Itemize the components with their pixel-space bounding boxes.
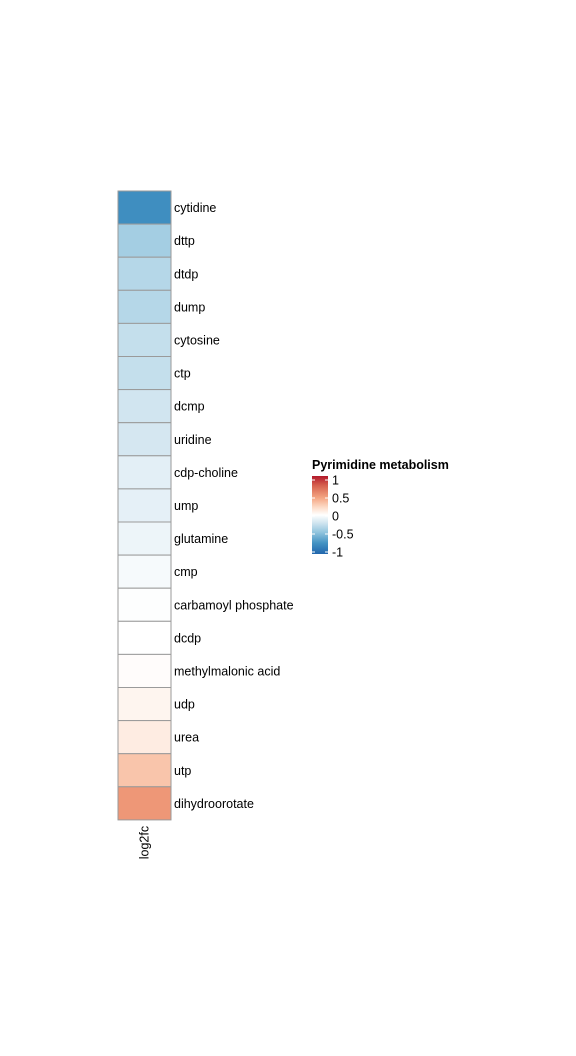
heatmap-cell-dcmp xyxy=(117,389,172,424)
heatmap-cell-methylmalonic-acid xyxy=(117,653,172,689)
column-labels: log2fc xyxy=(138,826,152,859)
row-label: utp xyxy=(174,764,191,778)
row-label: dump xyxy=(174,300,205,314)
legend-color-bar xyxy=(312,476,328,554)
row-label: cdp-choline xyxy=(174,466,238,480)
row-label: cmp xyxy=(174,565,198,579)
heatmap-cell-dump xyxy=(117,289,172,324)
legend-tick-label: -0.5 xyxy=(332,528,354,542)
heatmap-cell-cytosine xyxy=(117,322,172,357)
row-label: ump xyxy=(174,499,198,513)
row-label: dihydroorotate xyxy=(174,797,254,811)
heatmap-cell-cmp xyxy=(117,554,172,589)
heatmap-cell-cdp-choline xyxy=(117,455,172,490)
legend-title: Pyrimidine metabolism xyxy=(312,458,449,472)
legend-tick-label: -1 xyxy=(332,546,343,560)
row-label: dtdp xyxy=(174,267,198,281)
heatmap-cell-carbamoyl-phosphate xyxy=(117,587,172,622)
heatmap-cell-urea xyxy=(117,720,172,755)
row-label: dcdp xyxy=(174,631,201,645)
row-label: dcmp xyxy=(174,400,205,414)
heatmap-cell-udp xyxy=(117,687,172,722)
row-labels: cytidine dttp dtdp dump cytosine ctp dcmp uridi… xyxy=(174,201,294,811)
heatmap-cell-dihydroorotate xyxy=(117,786,172,821)
row-label: carbamoyl phosphate xyxy=(174,598,294,612)
heatmap-cell-dttp xyxy=(117,223,172,258)
row-label: udp xyxy=(174,698,195,712)
legend-tick-label: 0 xyxy=(332,510,339,524)
heatmap-cell-dcdp xyxy=(117,620,172,655)
heatmap-cell-cytidine xyxy=(117,190,172,225)
heatmap-cell-dtdp xyxy=(117,256,172,291)
legend-ticks: 1 0.5 0 -0.5 -1 xyxy=(312,474,354,560)
row-label: methylmalonic acid xyxy=(174,664,280,678)
heatmap-cells xyxy=(117,190,172,821)
column-label: log2fc xyxy=(138,826,152,859)
legend-tick-label: 0.5 xyxy=(332,492,349,506)
row-label: cytidine xyxy=(174,201,216,215)
row-label: glutamine xyxy=(174,532,228,546)
heatmap-cell-ctp xyxy=(117,356,172,391)
row-label: ctp xyxy=(174,367,191,381)
row-label: cytosine xyxy=(174,333,220,347)
heatmap-cell-utp xyxy=(117,753,172,788)
heatmap-cell-glutamine xyxy=(117,521,172,556)
legend-tick-label: 1 xyxy=(332,474,339,488)
row-label: urea xyxy=(174,731,199,745)
heatmap-cell-ump xyxy=(117,488,172,523)
row-label: dttp xyxy=(174,234,195,248)
row-label: uridine xyxy=(174,433,212,447)
legend: Pyrimidine metabolism 1 0.5 0 -0.5 -1 xyxy=(312,458,449,560)
heatmap-cell-uridine xyxy=(117,422,172,457)
